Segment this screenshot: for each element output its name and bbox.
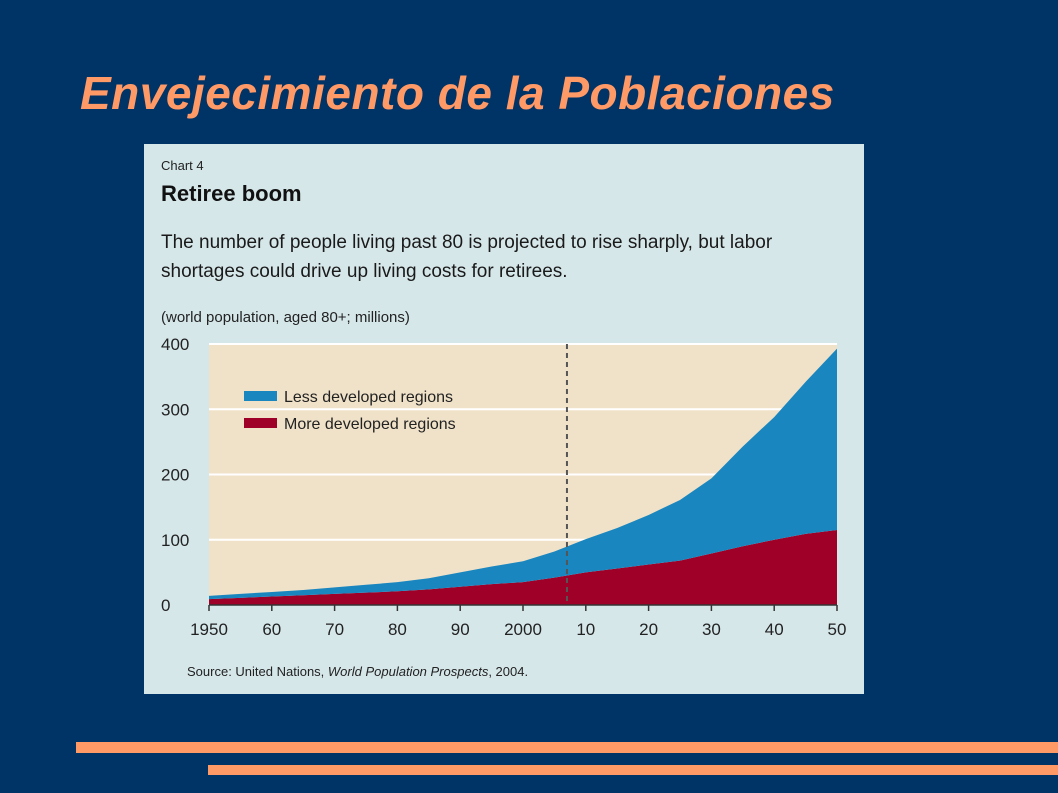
chart-subtitle: The number of people living past 80 is p… [161,232,773,282]
source-prefix: Source: United Nations, [187,664,328,679]
x-tick-label: 60 [262,620,281,639]
y-tick-label: 300 [161,400,189,419]
source-italic: World Population Prospects [327,664,489,679]
area-more-developed-regions [209,529,837,605]
area-less-developed-regions [209,348,837,600]
x-tick-label: 20 [639,620,658,639]
retiree-boom-chart: 1950 60 70 80 90 2000 10 20 30 40 50 0 100 200 300 400 L… [161,335,847,639]
decorative-bar-top [76,742,1058,753]
x-tick-label: 2000 [504,620,542,639]
x-tick-label: 70 [325,620,344,639]
slide-title: Envejecimiento de la Poblaciones [80,67,835,119]
legend-label: More developed regions [284,416,456,433]
x-tick-label: 40 [765,620,784,639]
decorative-bar-bottom [208,765,1058,775]
y-tick-label: 100 [161,531,189,550]
y-axis-label: (world population, aged 80+; millions) [161,309,410,326]
x-tick-label: 30 [702,620,721,639]
x-tick-label: 50 [828,620,847,639]
source-suffix: , 2004. [488,664,529,679]
x-tick-label: 1950 [190,620,228,639]
x-tick-label: 80 [388,620,407,639]
legend-swatch [244,418,277,428]
y-tick-label: 0 [161,596,170,615]
chart-overline: Chart 4 [161,158,204,173]
x-tick-label: 90 [451,620,470,639]
x-tick-label: 10 [576,620,595,639]
chart-card: 1950 60 70 80 90 2000 10 20 30 40 50 0 100 200 300 400 L… [144,144,864,694]
chart-title: Retiree boom [161,181,302,206]
legend-swatch [244,391,277,401]
y-tick-label: 200 [161,466,189,485]
y-tick-label: 400 [161,335,189,354]
legend-label: Less developed regions [284,389,453,406]
chart-source: Source: United Nations, World Population… [187,664,528,679]
